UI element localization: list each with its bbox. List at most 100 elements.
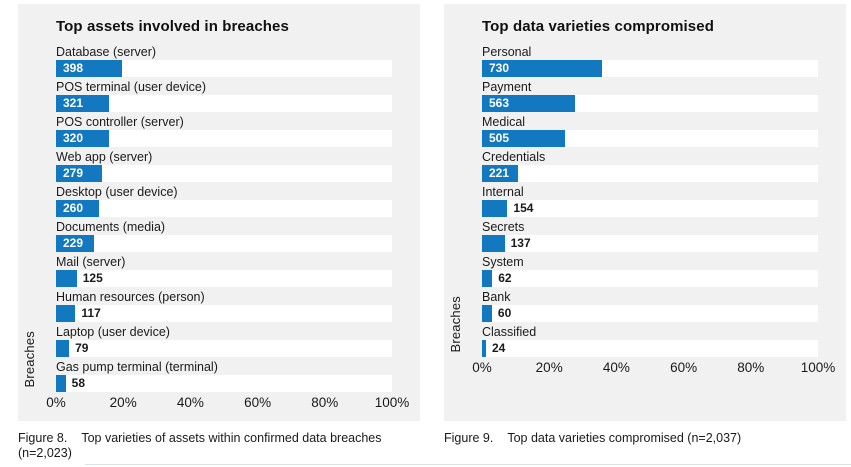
bar: 229 <box>56 235 95 252</box>
bar-row: Desktop (user device) 260 <box>56 185 392 217</box>
category-label: Human resources (person) <box>56 290 205 304</box>
category-label: Classified <box>482 325 537 339</box>
bar-value: 154 <box>513 201 534 215</box>
x-axis: 0% 20% 40% 60% 80% 100% <box>472 360 835 375</box>
bar-track: 117 <box>56 305 392 322</box>
category-label: Laptop (user device) <box>56 325 170 339</box>
figure-number: Figure 8. <box>18 431 68 445</box>
x-tick-label: 0% <box>46 395 66 410</box>
plot-assets: Database (server) 398 POS terminal (user d… <box>22 45 409 410</box>
bar-row: POS terminal (user device) 321 <box>56 80 392 112</box>
category-label: Secrets <box>482 220 525 234</box>
bar-value: 125 <box>82 271 103 285</box>
bar-value: 60 <box>497 306 512 320</box>
x-tick-label: 80% <box>737 360 765 375</box>
bar-track: 398 <box>56 60 392 77</box>
bottom-divider <box>85 464 851 465</box>
bar <box>482 270 493 287</box>
bar-rows: Database (server) 398 POS terminal (user d… <box>56 45 392 392</box>
x-tick-label: 60% <box>244 395 272 410</box>
bar-row: Laptop (user device) 79 <box>56 325 392 357</box>
category-label: Desktop (user device) <box>56 185 178 199</box>
figure-caption-8: Figure 8. Top varieties of assets within … <box>18 431 420 461</box>
bar <box>56 340 70 357</box>
bar-row: Internal 154 <box>482 185 818 217</box>
figure-text: Top data varieties compromised (n=2,037) <box>507 431 742 445</box>
bar <box>482 305 492 322</box>
bar-track: 221 <box>482 165 818 182</box>
bar-track: 279 <box>56 165 392 182</box>
x-tick-label: 100% <box>374 395 410 410</box>
bar: 730 <box>482 60 603 77</box>
charts-row: Top assets involved in breaches Database… <box>18 4 846 421</box>
bar: 321 <box>56 95 110 112</box>
bar: 221 <box>482 165 519 182</box>
bar-value: 137 <box>510 236 531 250</box>
bar-row: Database (server) 398 <box>56 45 392 77</box>
bar-value: 117 <box>81 306 101 320</box>
x-tick-label: 0% <box>472 360 492 375</box>
category-label: Database (server) <box>56 45 157 59</box>
x-tick-label: 100% <box>800 360 836 375</box>
bar-value: 279 <box>63 166 84 180</box>
bar <box>482 340 486 357</box>
bar-row: System 62 <box>482 255 818 287</box>
category-label: Credentials <box>482 150 546 164</box>
bar-track: 125 <box>56 270 392 287</box>
category-label: Gas pump terminal (terminal) <box>56 360 218 374</box>
plot-data-varieties: Personal 730 Payment 563 Medical 505 Credentia… <box>448 45 835 375</box>
bar-track: 260 <box>56 200 392 217</box>
chart-title-data-varieties: Top data varieties compromised <box>482 18 714 35</box>
bar-value: 221 <box>489 166 510 180</box>
bar-track: 58 <box>56 375 392 392</box>
bar-row: Gas pump terminal (terminal) 58 <box>56 360 392 392</box>
bar-value: 58 <box>71 376 85 390</box>
bar-track: 62 <box>482 270 818 287</box>
bar-row: Classified 24 <box>482 325 818 357</box>
x-tick-label: 40% <box>602 360 630 375</box>
figure-number: Figure 9. <box>444 431 494 445</box>
category-label: Bank <box>482 290 511 304</box>
bar-track: 229 <box>56 235 392 252</box>
bar-value: 79 <box>75 341 89 355</box>
figure-caption-9: Figure 9. Top data varieties compromised … <box>444 431 846 461</box>
bar-track: 730 <box>482 60 818 77</box>
category-label: Web app (server) <box>56 150 153 164</box>
bar: 505 <box>482 130 566 147</box>
bar-track: 60 <box>482 305 818 322</box>
bar: 279 <box>56 165 103 182</box>
figure-text: Top varieties of assets within confirmed… <box>18 431 382 460</box>
bar-row: Medical 505 <box>482 115 818 147</box>
bar: 563 <box>482 95 575 112</box>
category-label: POS terminal (user device) <box>56 80 207 94</box>
chart-panel-assets: Top assets involved in breaches Database… <box>18 4 420 421</box>
category-label: Medical <box>482 115 526 129</box>
bar <box>56 375 66 392</box>
x-tick-label: 20% <box>535 360 563 375</box>
bar-track: 79 <box>56 340 392 357</box>
x-tick-label: 40% <box>176 395 204 410</box>
bar-row: Documents (media) 229 <box>56 220 392 252</box>
bar-value: 260 <box>63 201 84 215</box>
bar-row: Mail (server) 125 <box>56 255 392 287</box>
category-label: Internal <box>482 185 524 199</box>
category-label: Documents (media) <box>56 220 166 234</box>
bar-value: 730 <box>489 61 510 75</box>
bar-row: Payment 563 <box>482 80 818 112</box>
captions-row: Figure 8. Top varieties of assets within … <box>0 421 851 461</box>
category-label: System <box>482 255 524 269</box>
bar-row: Bank 60 <box>482 290 818 322</box>
bar-row: Web app (server) 279 <box>56 150 392 182</box>
bar-value: 398 <box>63 61 84 75</box>
bar: 398 <box>56 60 123 77</box>
bar <box>56 270 77 287</box>
bar-value: 505 <box>489 131 510 145</box>
category-label: Personal <box>482 45 532 59</box>
bar-value: 320 <box>63 131 84 145</box>
bar-row: Personal 730 <box>482 45 818 77</box>
bar-track: 320 <box>56 130 392 147</box>
category-label: POS controller (server) <box>56 115 184 129</box>
bar <box>482 200 508 217</box>
bar-row: Secrets 137 <box>482 220 818 252</box>
